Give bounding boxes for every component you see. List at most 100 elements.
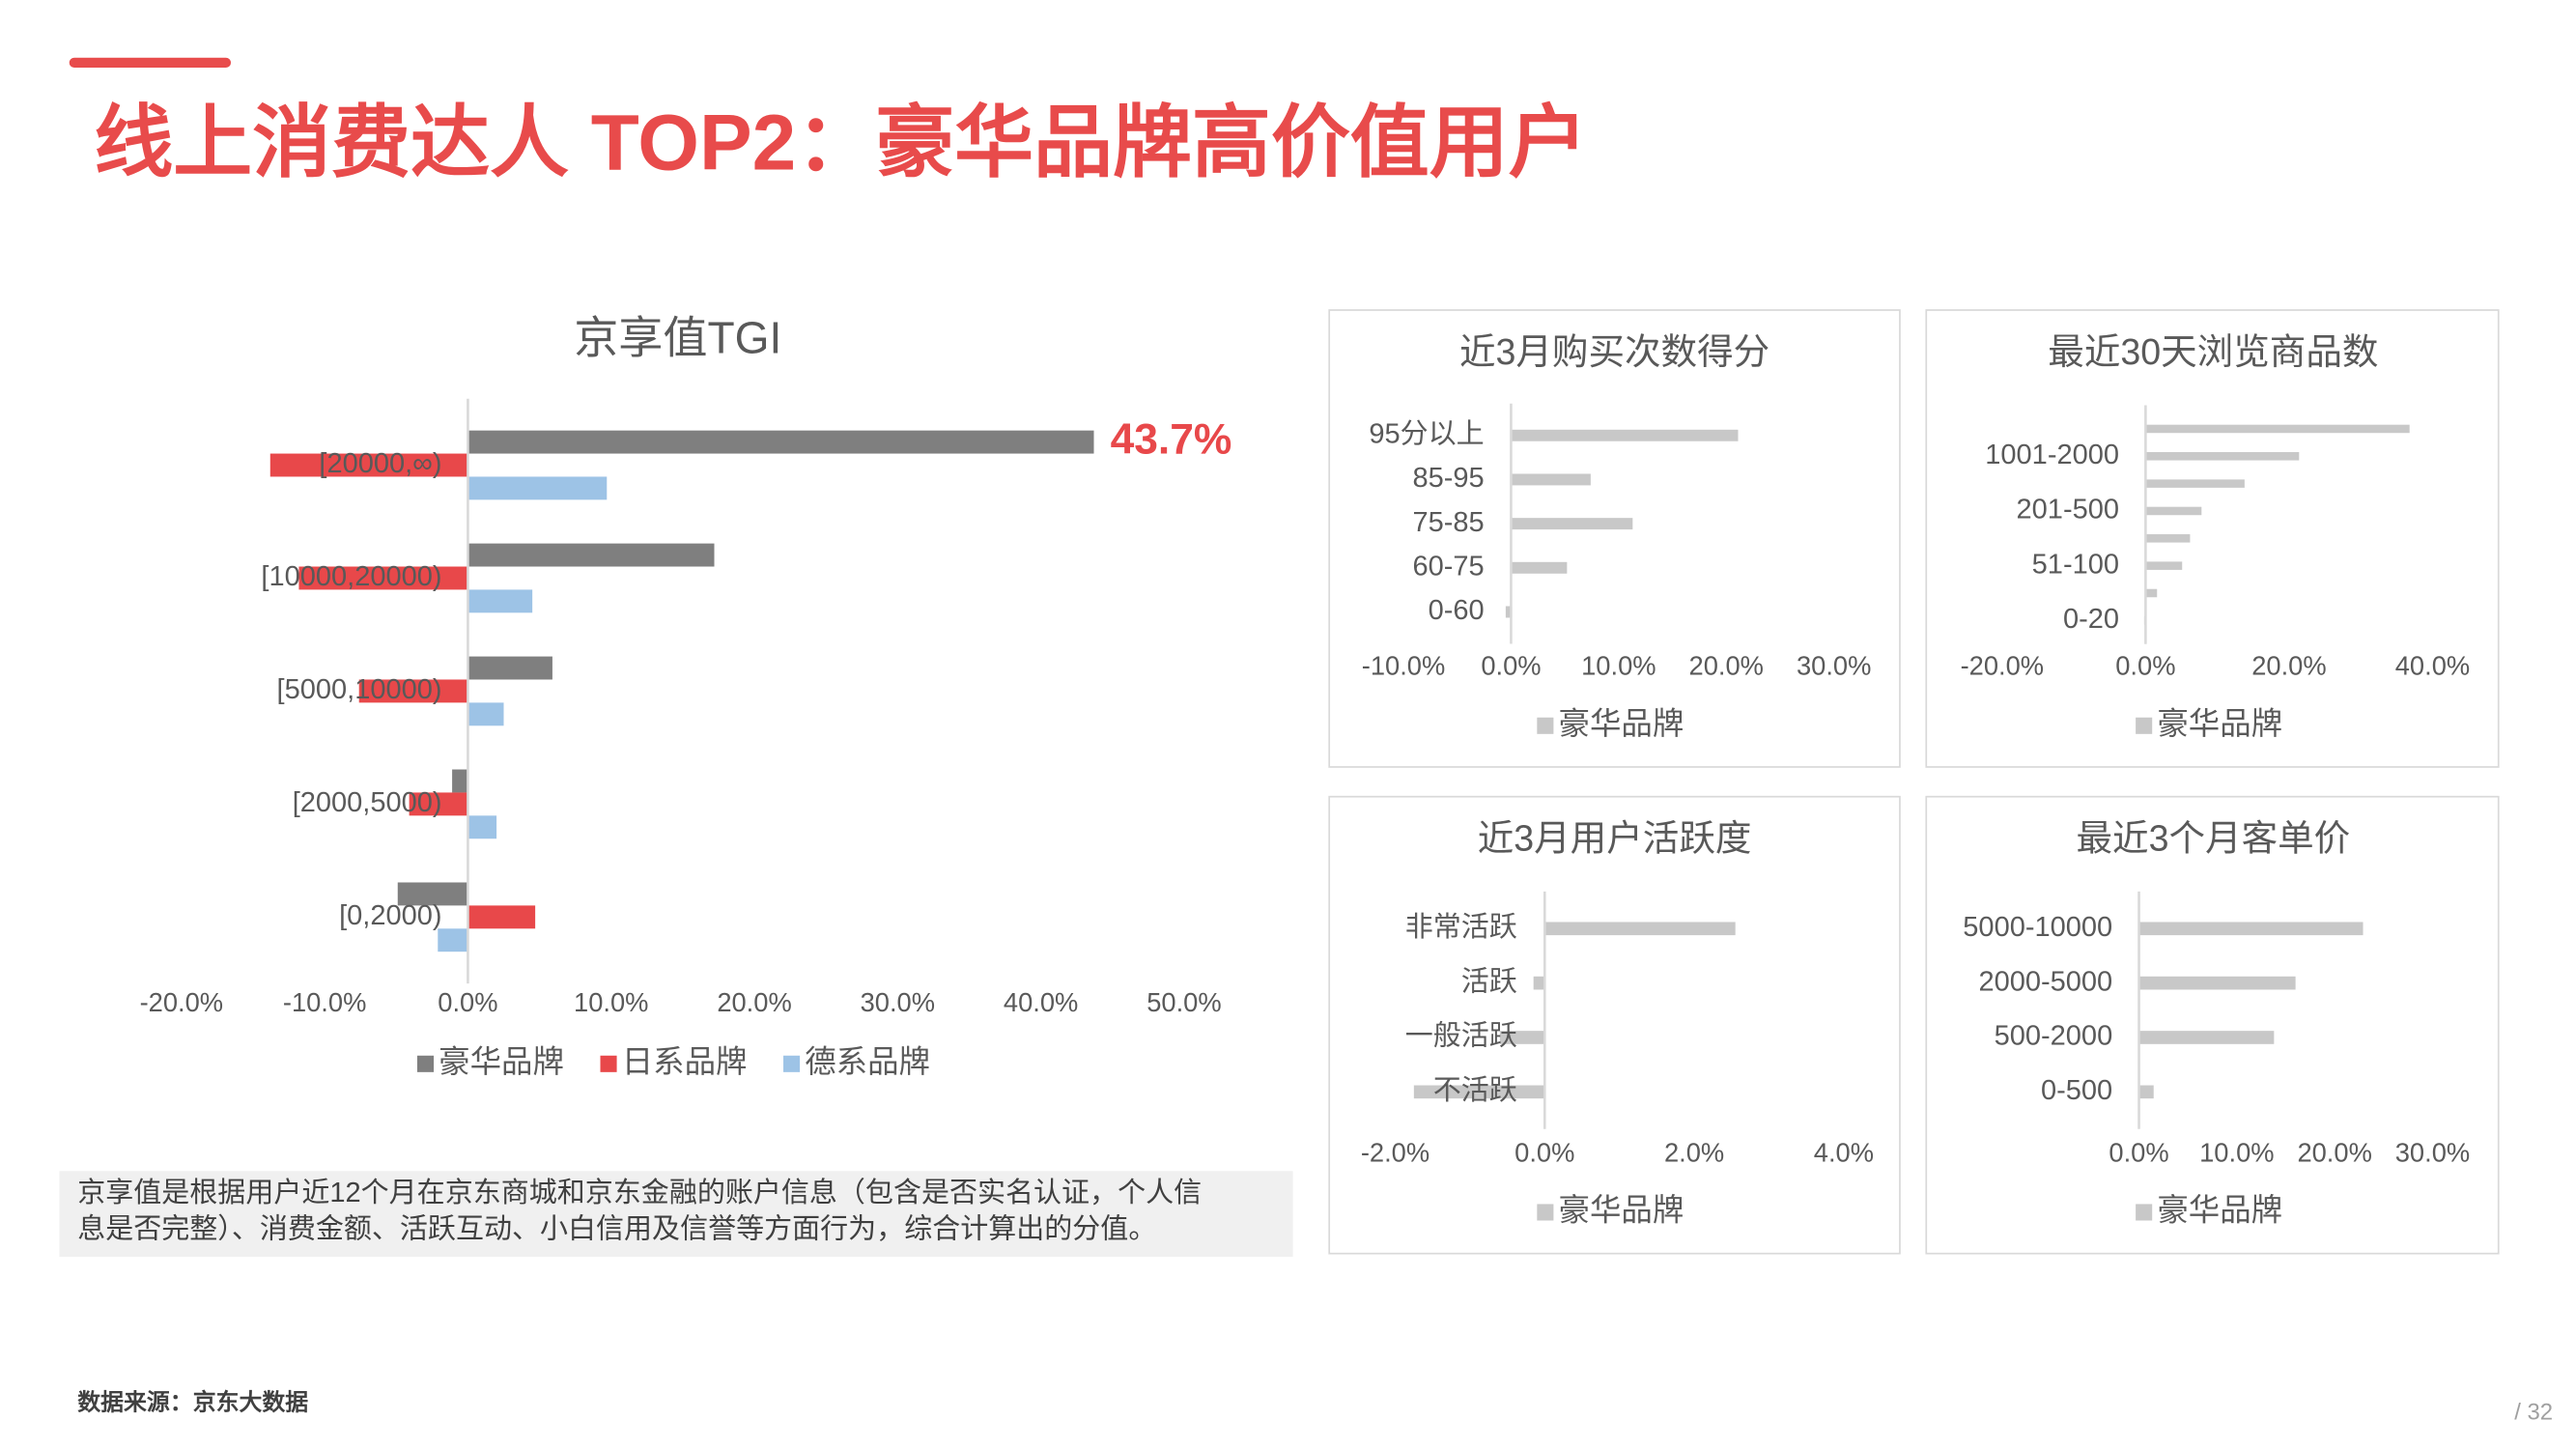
chart-frame xyxy=(1328,309,1901,768)
legend-swatch xyxy=(2136,1204,2153,1221)
category-label: 非常活跃 xyxy=(1405,911,1517,943)
x-tick-label: 0.0% xyxy=(2115,651,2175,681)
category-label: 500-2000 xyxy=(1995,1021,2113,1052)
source: 数据来源：京东大数据 xyxy=(77,1388,308,1415)
legend-label: 豪华品牌 xyxy=(1559,706,1684,741)
legend-label: 日系品牌 xyxy=(622,1044,748,1079)
value-label: 43.7% xyxy=(1111,415,1232,463)
chart-title: 最近3个月客单价 xyxy=(2077,818,2351,859)
legend-swatch xyxy=(600,1055,617,1072)
title-accent xyxy=(69,57,232,69)
bar xyxy=(1505,606,1512,618)
bar xyxy=(358,679,468,703)
category-label: 85-95 xyxy=(1412,463,1484,494)
category-label: 0-60 xyxy=(1429,595,1485,626)
legend-swatch xyxy=(1537,1204,1554,1221)
legend-swatch xyxy=(1537,717,1554,734)
bar xyxy=(1413,1085,1545,1099)
x-tick-label: 20.0% xyxy=(1689,651,1764,681)
note-box xyxy=(59,1171,1293,1258)
bar xyxy=(467,543,715,567)
category-label: 0-500 xyxy=(2041,1075,2112,1106)
x-tick-label: -10.0% xyxy=(1362,651,1446,681)
category-label: 活跃 xyxy=(1461,965,1517,997)
bar xyxy=(269,453,468,477)
bar xyxy=(1511,561,1568,574)
category-label: 一般活跃 xyxy=(1405,1020,1517,1052)
chart-title: 京享值TGI xyxy=(574,313,781,363)
bar xyxy=(467,589,533,613)
x-tick-label: 20.0% xyxy=(717,987,791,1017)
category-label: 1001-2000 xyxy=(1985,440,2119,470)
bar xyxy=(2145,561,2183,570)
x-tick-label: 40.0% xyxy=(1004,987,1078,1017)
bar xyxy=(1533,976,1545,990)
bar xyxy=(397,882,468,906)
bar xyxy=(1499,1031,1545,1044)
bar xyxy=(452,769,468,793)
x-tick-label: -10.0% xyxy=(283,987,367,1017)
x-tick-label: 0.0% xyxy=(1514,1137,1574,1167)
bar xyxy=(2145,452,2300,461)
note-text: 息是否完整）、消费金额、活跃互动、小白信用及信誉等方面行为，综合计算出的分值。 xyxy=(77,1212,1156,1244)
legend-label: 豪华品牌 xyxy=(1559,1193,1684,1228)
x-tick-label: -2.0% xyxy=(1361,1137,1430,1167)
legend-swatch xyxy=(783,1055,801,1072)
bar xyxy=(467,430,1094,454)
bar xyxy=(1511,473,1591,486)
category-label: [2000,5000) xyxy=(293,787,442,818)
category-label: 2000-5000 xyxy=(1978,966,2112,997)
x-tick-label: 0.0% xyxy=(1481,651,1541,681)
x-tick-label: 2.0% xyxy=(1664,1137,1724,1167)
x-tick-label: -20.0% xyxy=(140,987,224,1017)
bar xyxy=(298,566,468,590)
bar xyxy=(438,928,468,952)
category-label: [5000,10000) xyxy=(277,674,442,705)
x-tick-label: 0.0% xyxy=(2109,1137,2168,1167)
x-tick-label: 30.0% xyxy=(861,987,935,1017)
chart-frame xyxy=(1328,795,1901,1255)
chart-title: 最近30天浏览商品数 xyxy=(2048,331,2378,372)
legend-label: 豪华品牌 xyxy=(2157,1193,2282,1228)
bar xyxy=(467,905,536,929)
x-tick-label: 50.0% xyxy=(1146,987,1221,1017)
category-label: 60-75 xyxy=(1412,551,1484,582)
bar xyxy=(1511,518,1633,530)
bar xyxy=(1511,429,1739,441)
bar xyxy=(2138,1031,2275,1044)
note-text: 京享值是根据用户近12个月在京东商城和京东金融的账户信息（包含是否实名认证，个人… xyxy=(77,1177,1202,1208)
bar xyxy=(1544,922,1736,936)
x-tick-label: 40.0% xyxy=(2395,651,2470,681)
chart-title: 近3月用户活跃度 xyxy=(1478,818,1752,859)
legend-label: 德系品牌 xyxy=(805,1044,930,1079)
x-tick-label: 0.0% xyxy=(438,987,497,1017)
category-label: 0-20 xyxy=(2063,604,2119,635)
bar xyxy=(2145,424,2410,434)
x-tick-label: 10.0% xyxy=(574,987,648,1017)
category-label: 5000-10000 xyxy=(1963,912,2112,943)
category-label: [10000,20000) xyxy=(261,561,441,592)
bar xyxy=(2145,534,2191,543)
category-label: [20000,∞) xyxy=(319,448,441,479)
category-label: 95分以上 xyxy=(1369,418,1484,449)
x-tick-label: 20.0% xyxy=(2251,651,2326,681)
chart-title: 近3月购买次数得分 xyxy=(1459,331,1769,372)
x-tick-label: 20.0% xyxy=(2297,1137,2371,1167)
x-tick-label: 30.0% xyxy=(2395,1137,2470,1167)
x-tick-label: 10.0% xyxy=(1581,651,1656,681)
page-number: / 32 xyxy=(2514,1400,2553,1426)
legend-label: 豪华品牌 xyxy=(439,1044,564,1079)
bar xyxy=(2145,506,2202,516)
bar xyxy=(409,792,468,816)
bar xyxy=(467,476,608,500)
bar xyxy=(2138,1085,2154,1099)
chart-frame xyxy=(1925,795,2500,1255)
legend-swatch xyxy=(2136,717,2153,734)
x-tick-label: 10.0% xyxy=(2199,1137,2274,1167)
legend-label: 豪华品牌 xyxy=(2157,706,2282,741)
bar xyxy=(2145,479,2245,488)
bar xyxy=(2138,922,2364,936)
x-tick-label: 4.0% xyxy=(1814,1137,1874,1167)
